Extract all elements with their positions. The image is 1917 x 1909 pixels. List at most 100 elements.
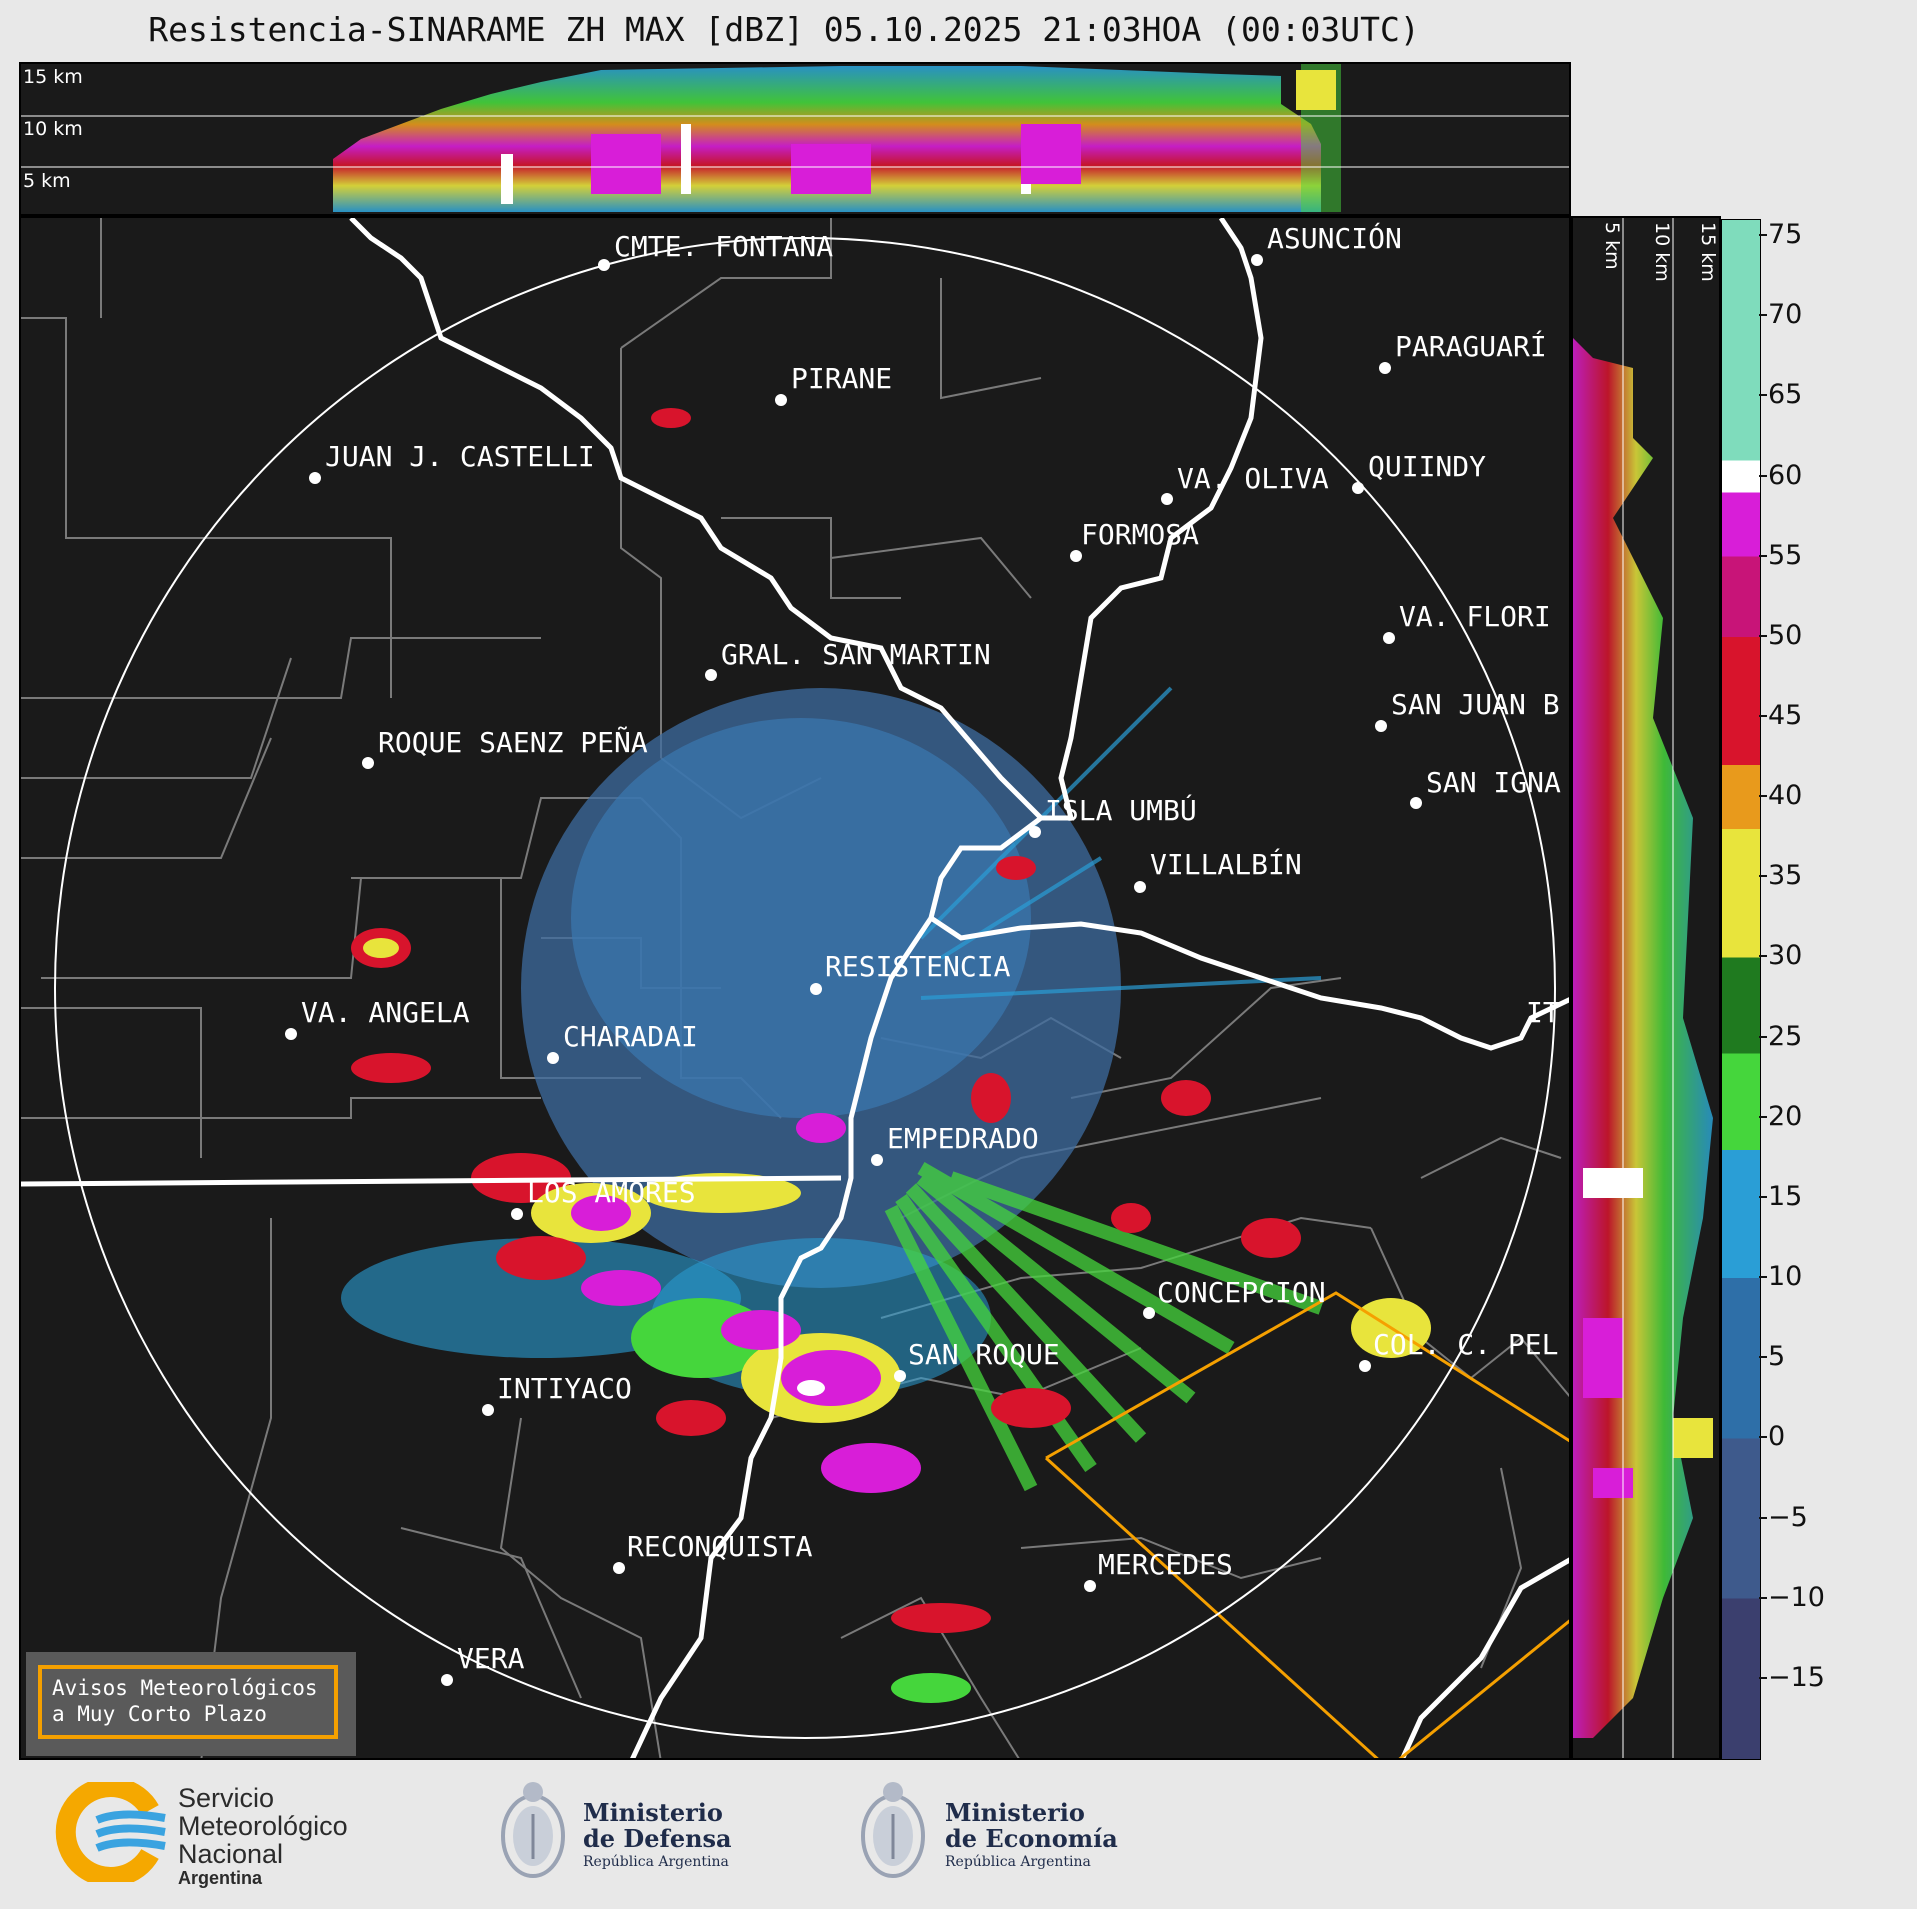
warning-polygon: [1044, 1291, 1569, 1758]
economia-line1: Ministerio: [945, 1798, 1085, 1827]
defensa-line3: República Argentina: [583, 1854, 729, 1870]
colorbar-tick-mark: [1759, 1676, 1767, 1679]
colorbar-tick-mark: [1759, 1436, 1767, 1439]
colorbar-tick-mark: [1759, 1115, 1767, 1118]
city-label: VA. OLIVA: [1177, 462, 1329, 495]
warning-legend-line1: Avisos Meteorológicos: [52, 1676, 318, 1700]
warning-legend-line2: a Muy Corto Plazo: [52, 1702, 267, 1726]
city-label: VA. FLORI: [1399, 600, 1551, 633]
economia-logo-text: Ministerio de Economía República Argenti…: [945, 1800, 1118, 1872]
city-label: INTIYACO: [497, 1372, 632, 1405]
colorbar-tick-label: 20: [1768, 1100, 1803, 1132]
city-label: PIRANE: [791, 362, 893, 395]
colorbar-tick-mark: [1759, 554, 1767, 557]
colorbar-tick-label: 25: [1768, 1020, 1803, 1052]
city-label: CHARADAI: [563, 1020, 698, 1053]
economia-line2: de Economía: [945, 1824, 1118, 1853]
smn-line1: Servicio: [178, 1783, 275, 1813]
colorbar-tick-label: 55: [1768, 539, 1803, 571]
colorbar-tick-label: 15: [1768, 1180, 1803, 1212]
city-label: LOS AMORES: [527, 1176, 696, 1209]
warning-legend: Avisos Meteorológicos a Muy Corto Plazo: [26, 1652, 356, 1756]
colorbar-tick-label: 70: [1768, 299, 1803, 331]
city-label: RECONQUISTA: [627, 1530, 813, 1563]
city-label: SAN ROQUE: [908, 1338, 1060, 1371]
city-label: SAN IGNA: [1426, 766, 1561, 799]
colorbar-tick-mark: [1759, 314, 1767, 317]
city-label: EMPEDRADO: [887, 1122, 1039, 1155]
city-label: VILLALBÍN: [1150, 848, 1302, 881]
smn-logo-icon: [55, 1782, 166, 1882]
colorbar-tick-mark: [1759, 234, 1767, 237]
colorbar-tick-mark: [1759, 1516, 1767, 1519]
smn-line4: Argentina: [178, 1868, 263, 1888]
range-ring: [54, 237, 1556, 1739]
warning-polygon-edge: [1398, 1619, 1569, 1758]
colorbar-tick-mark: [1759, 1356, 1767, 1359]
city-label: ISLA UMBÚ: [1045, 794, 1197, 827]
side-height-label-10km: 10 km: [1651, 222, 1673, 282]
city-label: MERCEDES: [1098, 1548, 1233, 1581]
defensa-line2: de Defensa: [583, 1824, 732, 1853]
side-height-label-15km: 15 km: [1697, 222, 1719, 282]
colorbar-tick-label: −5: [1768, 1501, 1808, 1533]
city-label: VERA: [457, 1642, 525, 1675]
colorbar-tick-mark: [1759, 474, 1767, 477]
colorbar-tick-label: 5: [1768, 1341, 1786, 1373]
radar-map-panel: CMTE. FONTANA ASUNCIÓN PARAGUARÍ PIRANE …: [19, 216, 1571, 1760]
colorbar-tick-label: 65: [1768, 379, 1803, 411]
side-cross-section-echoes: [1573, 218, 1713, 1758]
defensa-line1: Ministerio: [583, 1798, 723, 1827]
colorbar-tick-label: 30: [1768, 940, 1803, 972]
top-cross-section-echoes: [333, 64, 1341, 212]
colorbar-tick-label: 60: [1768, 459, 1803, 491]
radar-map: [21, 218, 1569, 1758]
radar-echoes: [341, 408, 1431, 1703]
colorbar-tick-label: 0: [1768, 1421, 1786, 1453]
city-label: FORMOSA: [1081, 518, 1200, 551]
footer-logos: Servicio Meteorológico Nacional Argentin…: [0, 1760, 1917, 1909]
city-label: COL. C. PEL: [1373, 1328, 1559, 1361]
colorbar-tick-label: −15: [1768, 1661, 1825, 1693]
economia-line3: República Argentina: [945, 1854, 1091, 1870]
city-label: ROQUE SAENZ PEÑA: [378, 726, 648, 759]
side-height-label-5km: 5 km: [1601, 222, 1623, 270]
defensa-logo-text: Ministerio de Defensa República Argentin…: [583, 1800, 732, 1872]
smn-line2: Meteorológico: [178, 1811, 348, 1841]
map-title: Resistencia-SINARAME ZH MAX [dBZ] 05.10.…: [148, 10, 1420, 49]
colorbar-tick-label: 35: [1768, 860, 1803, 892]
economia-coat-of-arms-icon: [861, 1782, 925, 1878]
height-label-5km: 5 km: [23, 170, 71, 192]
side-cross-section-panel: 5 km 10 km 15 km: [1571, 216, 1721, 1760]
smn-line3: Nacional: [178, 1839, 284, 1869]
height-label-15km: 15 km: [23, 66, 83, 88]
warning-legend-box: Avisos Meteorológicos a Muy Corto Plazo: [38, 1665, 338, 1739]
colorbar-tick-label: −10: [1768, 1581, 1825, 1613]
colorbar-tick-label: 50: [1768, 619, 1803, 651]
top-height-lines: [21, 115, 1569, 168]
colorbar-tick-mark: [1759, 714, 1767, 717]
dbz-colorbar: [1721, 219, 1761, 1760]
city-label: SAN JUAN B: [1391, 688, 1560, 721]
city-label: VA. ANGELA: [301, 996, 470, 1029]
colorbar-tick-mark: [1759, 875, 1767, 878]
city-label: QUIINDY: [1368, 450, 1487, 483]
colorbar-tick-label: 45: [1768, 699, 1803, 731]
colorbar-tick-label: 40: [1768, 780, 1803, 812]
city-markers: [285, 254, 1422, 1686]
colorbar-tick-mark: [1759, 1596, 1767, 1599]
colorbar-tick-mark: [1759, 1276, 1767, 1279]
smn-logo-text: Servicio Meteorológico Nacional Argentin…: [178, 1784, 348, 1888]
city-label: IT: [1526, 996, 1560, 1029]
colorbar-tick-mark: [1759, 1195, 1767, 1198]
city-label: JUAN J. CASTELLI: [325, 440, 595, 473]
colorbar-tick-mark: [1759, 394, 1767, 397]
colorbar-tick-mark: [1759, 1035, 1767, 1038]
colorbar-tick-label: 10: [1768, 1261, 1803, 1293]
international-borders: [21, 218, 1569, 1758]
colorbar-tick-mark: [1759, 634, 1767, 637]
city-label: ASUNCIÓN: [1267, 222, 1402, 255]
top-cross-section-panel: 15 km 10 km 5 km: [19, 62, 1571, 216]
height-label-10km: 10 km: [23, 118, 83, 140]
city-label: CMTE. FONTANA: [614, 230, 834, 263]
